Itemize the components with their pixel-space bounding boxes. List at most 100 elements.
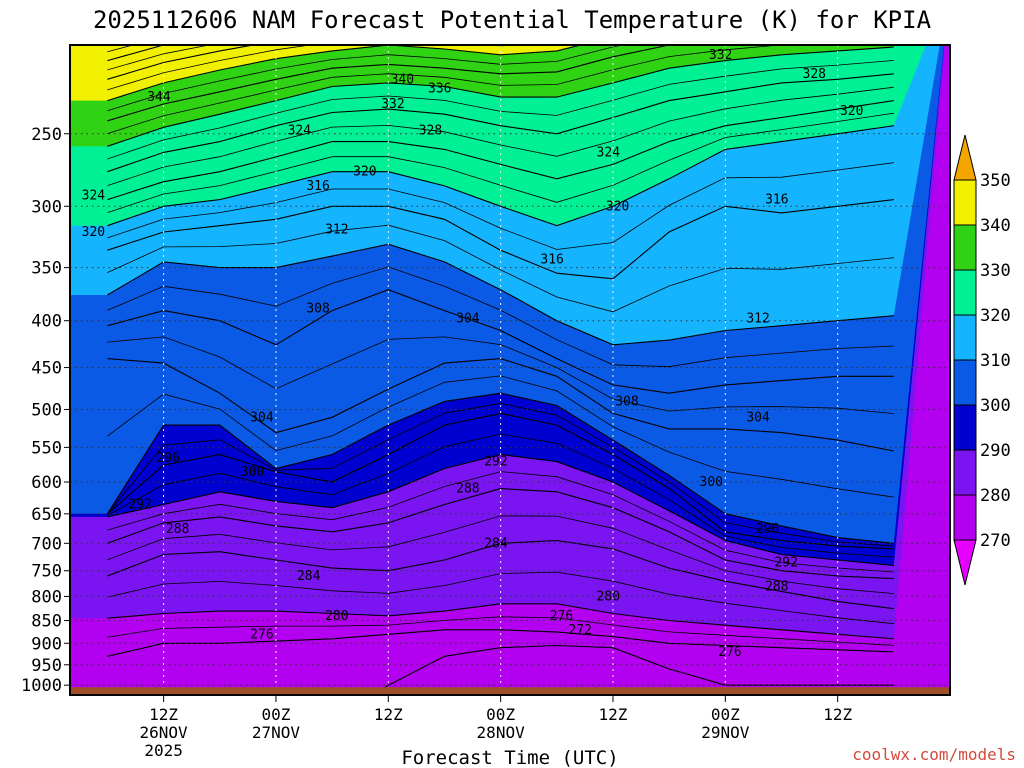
band-340 [70,45,581,101]
colorbar-tick-label: 350 [980,171,1011,191]
isentrope-minor-326 [107,86,894,186]
contour-label: 300 [241,465,264,480]
credit-text: coolwx.com/models [852,745,1016,764]
x-tick-label: 12Z [149,705,178,724]
contour-label: 272 [568,623,591,638]
x-tick-label: 00Z [486,705,515,724]
y-axis-ticks: 2503003504004505005506006507007508008509… [21,125,70,696]
contour-label: 292 [484,455,507,470]
contour-label: 320 [840,104,863,119]
colorbar-segment [953,179,977,226]
y-tick-label: 900 [31,634,62,654]
y-tick-label: 250 [31,125,62,145]
x-tick-label: 00Z [711,705,740,724]
x-tick-label: 2025 [144,741,183,760]
colorbar-tick-label: 330 [980,261,1011,281]
y-tick-label: 850 [31,612,62,632]
isentrope-308 [107,289,894,394]
colorbar-segment [953,314,977,361]
grid-lines [70,45,950,695]
contour-label: 320 [353,165,376,180]
contour-label: 308 [306,302,329,317]
isentrope-288 [107,488,894,580]
contour-label: 284 [297,569,321,584]
band-348 [70,45,164,61]
contour-label: 280 [325,609,348,624]
contour-label: 300 [700,475,723,490]
contour-label: 328 [419,124,442,139]
isentrope-312 [107,243,894,346]
contour-label: 276 [250,627,273,642]
y-tick-label: 400 [31,312,62,332]
isentrope-344 [107,45,257,80]
y-tick-label: 600 [31,473,62,493]
x-tick-label: 26NOV [140,723,189,742]
ground-strip [70,687,950,695]
isentrope-320 [107,125,894,227]
contour-label: 312 [746,312,769,327]
isentrope-324 [107,100,894,201]
contour-label: 284 [484,536,508,551]
isentrope-minor-306 [107,336,894,414]
isentrope-minor-334 [107,45,786,134]
contour-label: 316 [540,253,563,268]
colorbar: 270 280 290 300 310 320 330 340 350 [953,134,1011,586]
contour-label: 332 [381,97,404,112]
y-tick-label: 700 [31,534,62,554]
x-tick-label: 12Z [374,705,403,724]
y-tick-label: 450 [31,359,62,379]
colorbar-tick-label: 310 [980,351,1011,371]
colorbar-top-arrow [953,134,977,181]
x-tick-label: 00Z [262,705,291,724]
x-axis-label: Forecast Time (UTC) [401,747,618,768]
isentrope-340 [107,45,583,102]
contour-fills [70,45,950,695]
contour-label: 304 [250,410,274,425]
contour-label: 308 [615,394,638,409]
contour-label: 324 [82,189,106,204]
colorbar-segment [953,494,977,541]
colorbar-segment [953,449,977,496]
contour-label: 288 [166,522,189,537]
isentrope-296 [107,412,894,550]
plot-frame [69,44,951,696]
contour-label: 316 [306,179,329,194]
x-tick-label: 12Z [599,705,628,724]
colorbar-segment [953,269,977,316]
contour-label: 320 [606,199,629,214]
contour-label: 324 [597,145,621,160]
contour-label: 292 [128,498,151,513]
colorbar-segment [953,359,977,406]
y-tick-label: 550 [31,438,62,458]
colorbar-segment [953,224,977,271]
y-tick-label: 300 [31,197,62,217]
contour-labels: 332 328 340 336 344 332 328 324 320 324 320 316 324 3… [82,48,864,660]
contour-label: 336 [428,81,451,96]
contour-label: 276 [550,609,573,624]
contour-label: 296 [756,522,779,537]
isentrope-minor-298 [107,402,894,547]
contour-label: 332 [709,48,732,63]
isentrope-332 [107,46,894,147]
x-tick-label: 12Z [823,705,852,724]
x-tick-label: 29NOV [701,723,750,742]
y-tick-label: 950 [31,656,62,676]
contour-label: 288 [765,579,788,594]
colorbar-tick-label: 270 [980,531,1011,551]
x-tick-label: 27NOV [252,723,301,742]
contour-label: 276 [718,645,741,660]
colorbar-tick-label: 320 [980,306,1011,326]
colorbar-tick-label: 300 [980,396,1011,416]
y-tick-label: 800 [31,587,62,607]
contour-label: 304 [456,312,480,327]
contour-label: 316 [765,193,788,208]
y-tick-label: 350 [31,259,62,279]
colorbar-tick-label: 280 [980,486,1011,506]
contour-label: 320 [82,225,105,240]
contour-label: 344 [147,90,171,105]
isentrope-minor-314 [107,224,894,313]
y-tick-label: 750 [31,562,62,582]
contour-label: 328 [803,67,826,82]
contour-label: 296 [157,451,180,466]
